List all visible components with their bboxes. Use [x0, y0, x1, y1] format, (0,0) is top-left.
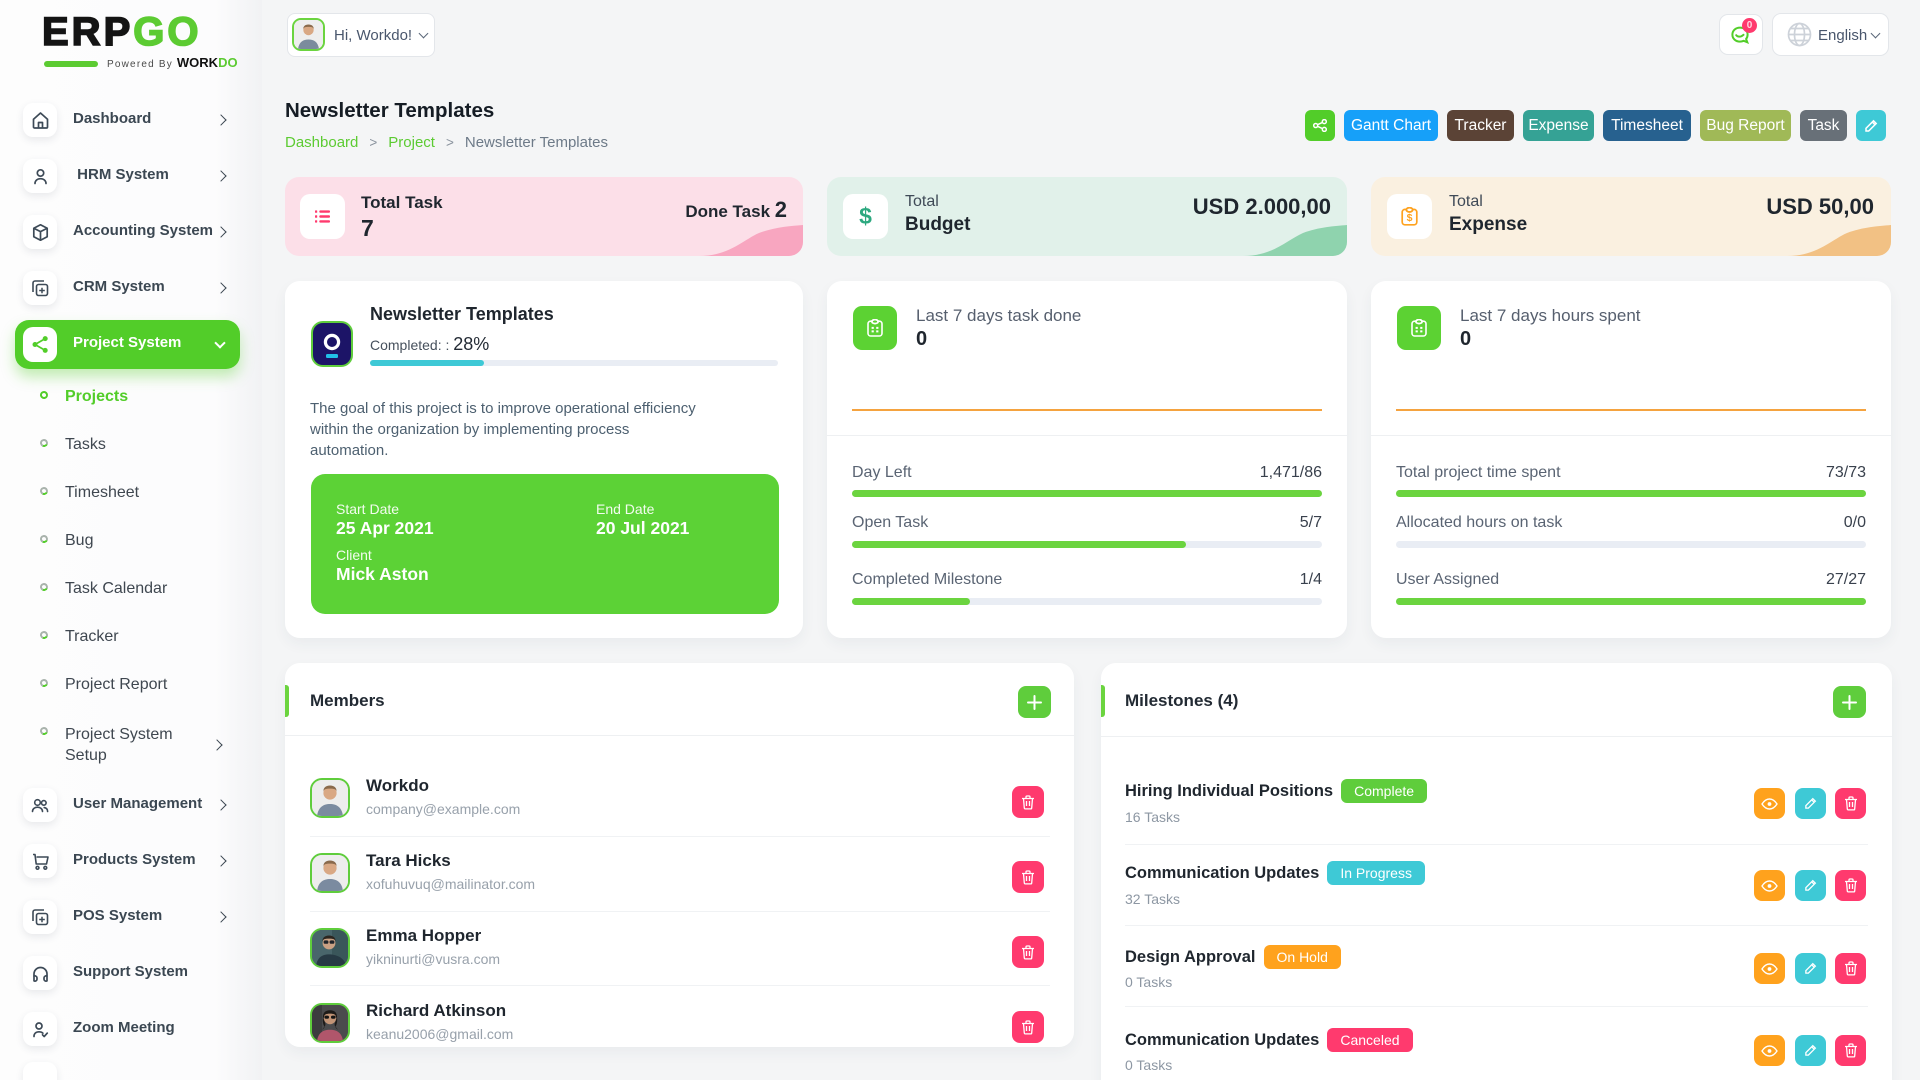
- svg-text:$: $: [1407, 212, 1413, 224]
